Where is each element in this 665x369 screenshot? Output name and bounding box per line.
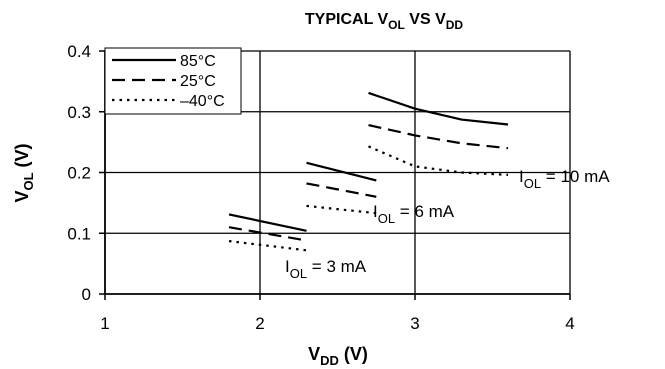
legend-label-25c: 25°C	[180, 73, 216, 90]
chart-title: TYPICAL VOL VS VDD	[305, 11, 464, 32]
x-tick-label-1: 1	[100, 314, 109, 333]
x-tick-label-4: 4	[565, 314, 574, 333]
series-line-g1-85c	[306, 161, 377, 182]
series-line-g0-85c	[228, 213, 307, 232]
legend-label-minus40c: –40°C	[180, 93, 225, 110]
y-axis-ticks: 0 0.1 0.2 0.3 0.4	[67, 42, 105, 304]
y-tick-label-0-4: 0.4	[67, 42, 91, 61]
series-line-g0-minus40c	[228, 240, 307, 252]
y-tick-label-0: 0	[82, 285, 91, 304]
x-axis-ticks: 1 2 3 4	[100, 294, 575, 333]
x-axis-label: VDD (V)	[308, 344, 368, 368]
series-line-g0-25c	[228, 226, 307, 242]
series-line-g2-minus40c	[368, 145, 509, 176]
legend-label-85c: 85°C	[180, 53, 216, 70]
annotation-3ma: IOL = 3 mA	[285, 257, 367, 281]
y-axis-label: VOL (V)	[12, 143, 36, 202]
series-line-g1-25c	[306, 182, 377, 198]
y-tick-label-0-2: 0.2	[67, 164, 91, 183]
x-tick-label-3: 3	[410, 314, 419, 333]
legend: 85°C 25°C –40°C	[104, 47, 242, 115]
annotation-10ma: IOL = 10 mA	[519, 167, 610, 191]
y-tick-label-0-3: 0.3	[67, 103, 91, 122]
series-line-g1-minus40c	[306, 204, 377, 215]
annotation-6ma: IOL = 6 mA	[373, 202, 455, 226]
series-lines	[228, 91, 509, 252]
series-line-g2-25c	[368, 124, 509, 150]
x-tick-label-2: 2	[255, 314, 264, 333]
y-tick-label-0-1: 0.1	[67, 224, 91, 243]
series-line-g2-85c	[368, 91, 509, 126]
